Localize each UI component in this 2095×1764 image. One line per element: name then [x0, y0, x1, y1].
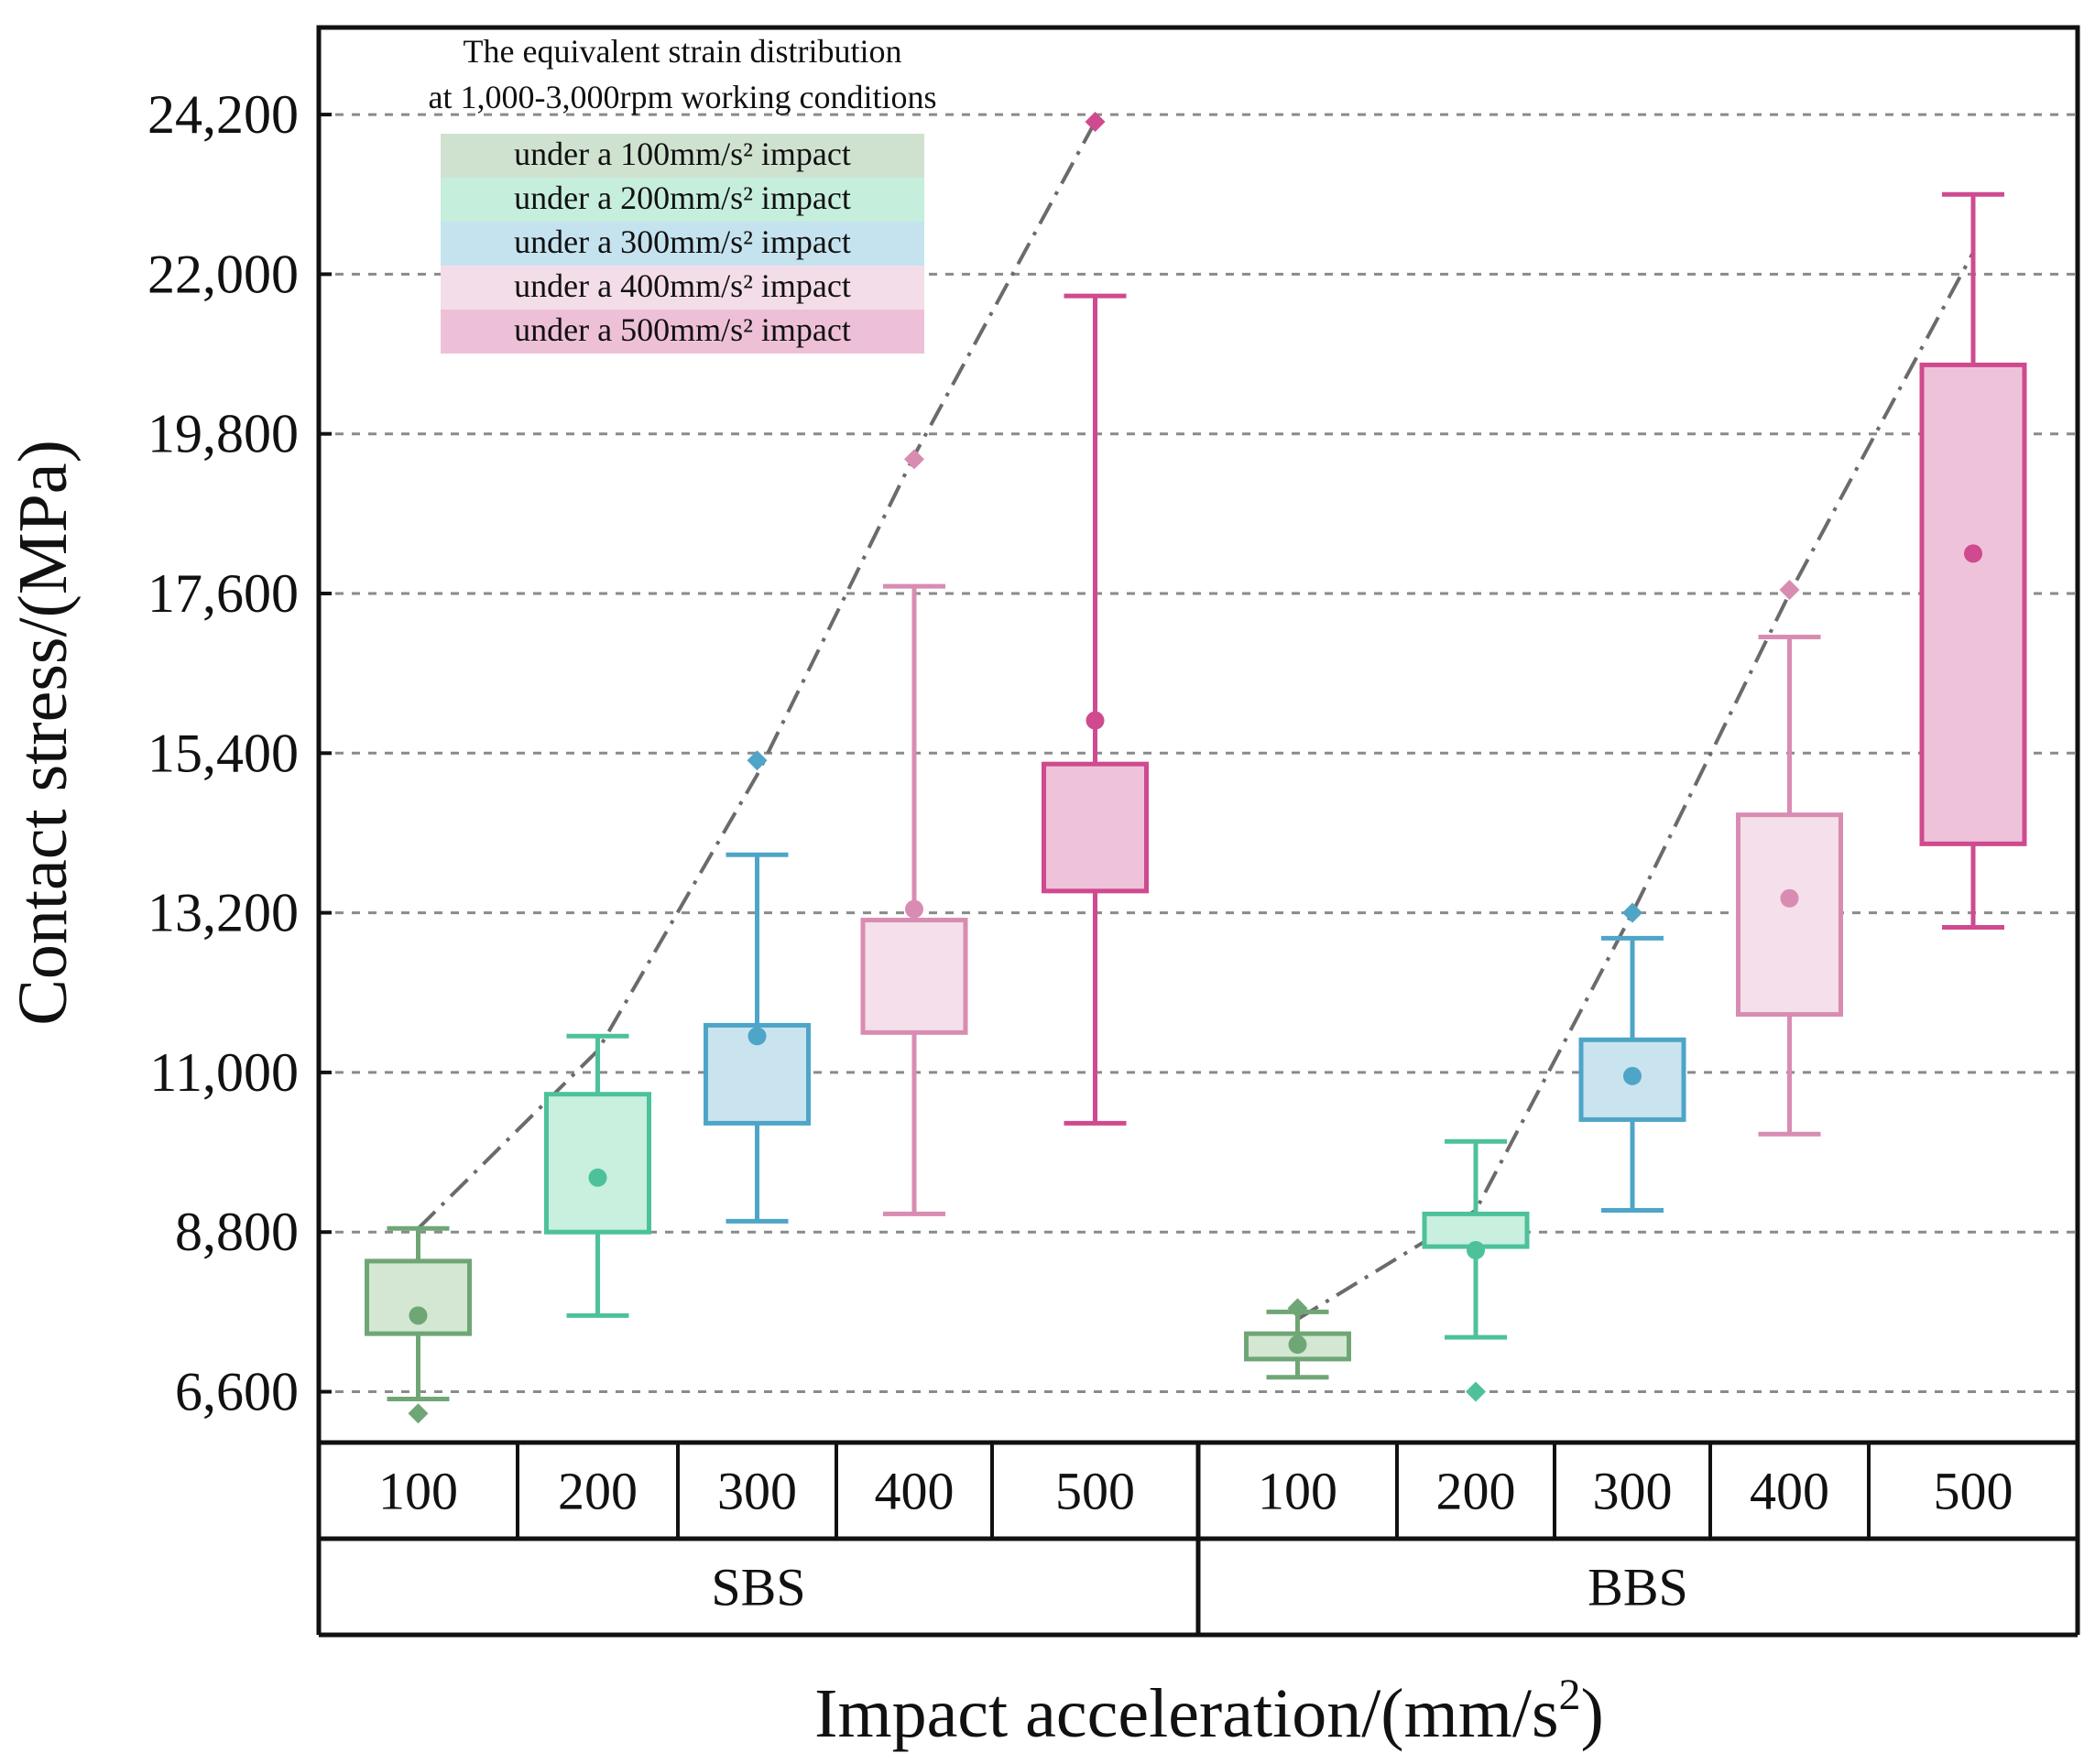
box-series	[365, 112, 2027, 1424]
group-label-bbs: BBS	[1588, 1558, 1688, 1617]
y-tick-label-15400: 15,400	[147, 723, 299, 783]
category-label-bbs-200: 200	[1436, 1462, 1516, 1521]
trend-line-bbs	[1296, 251, 1975, 1322]
legend-label: under a 100mm/s² impact	[514, 136, 851, 172]
mean-marker	[1780, 888, 1799, 908]
outlier-marker	[1779, 580, 1800, 601]
legend-swatch	[441, 310, 924, 354]
outlier-marker	[1287, 1298, 1308, 1319]
box-body	[860, 918, 968, 1035]
box-body	[1042, 761, 1149, 894]
annotation-line-1: The equivalent strain distribution	[464, 33, 902, 70]
x-axis-title-superscript: 2	[1559, 1671, 1581, 1719]
legend-label: under a 400mm/s² impact	[514, 267, 851, 304]
y-tick-label-8800: 8,800	[175, 1202, 299, 1262]
legend-label: under a 500mm/s² impact	[514, 311, 851, 348]
y-tick-label-22000: 22,000	[147, 244, 299, 304]
outlier-marker	[408, 1403, 429, 1424]
outlier-marker	[904, 449, 924, 470]
trend-line-sbs	[417, 121, 1097, 1230]
box-sbs-400	[860, 449, 968, 1216]
outlier-marker	[1622, 902, 1642, 923]
y-tick-label-19800: 19,800	[147, 404, 299, 464]
annotation-line-2: at 1,000-3,000rpm working conditions	[429, 79, 937, 115]
category-label-sbs-300: 300	[717, 1462, 797, 1521]
mean-marker	[1964, 544, 1982, 563]
mean-marker	[1623, 1066, 1642, 1085]
y-axis-title: Contact stress/(MPa)	[5, 440, 82, 1026]
mean-marker	[1467, 1241, 1485, 1260]
category-axis-table: 100 200 300 400 500 SBS 100 200 300 400 500 BBS	[316, 1443, 2080, 1638]
mean-marker	[409, 1306, 428, 1325]
box-bbs-100	[1244, 1298, 1351, 1380]
box-sbs-200	[544, 1033, 651, 1318]
y-axis-ticks: 6,600 8,800 11,000 13,200 15,400 17,600 19,800…	[147, 84, 332, 1422]
x-axis-title-close: )	[1581, 1675, 1604, 1752]
category-label-bbs-400: 400	[1750, 1462, 1829, 1521]
legend-swatch	[441, 266, 924, 310]
legend-item-4: under a 400mm/s² impact	[441, 266, 924, 310]
box-bbs-200	[1422, 1138, 1530, 1402]
box-bbs-400	[1736, 580, 1843, 1137]
box-body	[1736, 812, 1843, 1018]
category-label-sbs-400: 400	[875, 1462, 955, 1521]
x-axis-title-main: Impact acceleration/(mm/s	[814, 1675, 1558, 1752]
trend-lines	[417, 121, 1975, 1322]
legend-swatch	[441, 222, 924, 266]
legend-swatch	[441, 178, 924, 222]
legend-swatch	[441, 134, 924, 178]
y-tick-label-17600: 17,600	[147, 563, 299, 624]
y-tick-label-11000: 11,000	[149, 1042, 299, 1103]
outlier-marker	[1466, 1381, 1486, 1402]
box-body	[1919, 362, 2027, 846]
legend-item-1: under a 100mm/s² impact	[441, 134, 924, 178]
box-bbs-300	[1578, 902, 1686, 1213]
legend-label: under a 200mm/s² impact	[514, 180, 851, 216]
mean-marker	[905, 899, 923, 919]
legend-item-5: under a 500mm/s² impact	[441, 310, 924, 354]
box-sbs-100	[365, 1225, 472, 1424]
outlier-marker	[747, 750, 768, 771]
mean-marker	[1086, 711, 1105, 730]
legend: under a 100mm/s² impact under a 200mm/s² …	[441, 134, 924, 354]
group-label-sbs: SBS	[711, 1558, 805, 1617]
mean-marker	[588, 1168, 607, 1187]
box-sbs-500	[1042, 112, 1149, 1126]
legend-item-3: under a 300mm/s² impact	[441, 222, 924, 266]
legend-label: under a 300mm/s² impact	[514, 223, 851, 260]
category-label-bbs-100: 100	[1258, 1462, 1337, 1521]
category-label-bbs-300: 300	[1593, 1462, 1673, 1521]
category-label-sbs-500: 500	[1055, 1462, 1135, 1521]
box-body	[544, 1092, 651, 1235]
box-bbs-500	[1919, 191, 2027, 930]
category-label-sbs-100: 100	[378, 1462, 458, 1521]
x-axis-title: Impact acceleration/(mm/s2)	[814, 1671, 1604, 1752]
box-sbs-300	[704, 750, 811, 1224]
legend-item-2: under a 200mm/s² impact	[441, 178, 924, 222]
category-label-bbs-500: 500	[1934, 1462, 2013, 1521]
y-tick-label-24200: 24,200	[147, 84, 299, 145]
chart-annotation: The equivalent strain distribution at 1,…	[429, 33, 937, 115]
y-tick-label-13200: 13,200	[147, 883, 299, 943]
mean-marker	[1288, 1335, 1307, 1355]
mean-marker	[747, 1027, 767, 1046]
category-label-sbs-200: 200	[558, 1462, 638, 1521]
y-tick-label-6600: 6,600	[175, 1362, 299, 1422]
gridlines	[319, 113, 2078, 1394]
outlier-marker	[1085, 112, 1106, 132]
